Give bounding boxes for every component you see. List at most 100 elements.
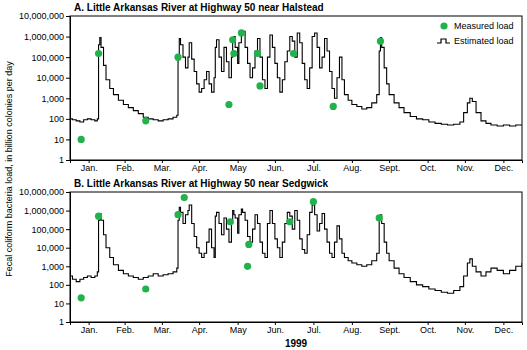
x-tick: Mar. [154, 322, 172, 335]
legend-label: Estimated load [454, 36, 514, 46]
x-tick-label: Mar. [154, 163, 172, 173]
x-tick: Nov. [456, 160, 474, 173]
x-tick-label: Dec. [495, 163, 514, 173]
y-tick-label: 1,000 [41, 94, 64, 104]
y-tick-label: 10,000,000 [19, 187, 64, 197]
y-tick: 10 [54, 135, 70, 145]
x-tick: May [230, 160, 248, 173]
x-tick-label: Mar. [154, 325, 172, 335]
measured-point [254, 50, 261, 57]
measured-point [142, 117, 149, 124]
x-tick: Jul. [307, 322, 321, 335]
measured-point [377, 38, 384, 45]
x-tick-label: Dec. [495, 325, 514, 335]
y-tick-label: 10 [54, 135, 64, 145]
measured-point [310, 198, 317, 205]
plot-area [70, 194, 522, 301]
y-tick-label: 1 [59, 317, 64, 327]
y-tick-mark [66, 211, 70, 212]
y-tick-mark [66, 303, 70, 304]
legend-symbol [437, 39, 450, 43]
x-tick: Sept. [379, 160, 400, 173]
measured-point [78, 136, 85, 143]
y-tick-mark [66, 37, 70, 38]
y-tick-label: 1,000,000 [24, 32, 64, 42]
y-tick-label: 100,000 [31, 53, 64, 63]
x-tick-label: Jan. [81, 163, 98, 173]
measured-point [181, 194, 188, 201]
x-axis: Jan.Feb.Mar.Apr.MayJun.Jul.Aug.Sept.Oct.… [71, 322, 523, 335]
chart-title: A. Little Arkansas River at Highway 50 n… [74, 2, 324, 13]
y-tick-label: 10,000,000 [19, 11, 64, 21]
measured-point [227, 218, 234, 225]
x-tick-label: Jul. [307, 325, 321, 335]
y-tick-mark [66, 78, 70, 79]
x-tick-label: Jul. [307, 163, 321, 173]
x-tick: Apr. [192, 160, 208, 173]
x-tick: Jul. [307, 160, 321, 173]
y-tick-label: 1 [59, 155, 64, 165]
x-tick-label: Aug. [343, 163, 362, 173]
measured-point [230, 50, 237, 57]
legend-symbol [440, 22, 447, 29]
x-tick: Nov. [456, 322, 474, 335]
panel: A. Little Arkansas River at Highway 50 n… [19, 2, 523, 173]
y-tick-label: 1,000 [41, 262, 64, 272]
measured-point [225, 101, 232, 108]
y-tick: 1,000,000 [24, 206, 70, 216]
x-tick-label: Sept. [379, 163, 400, 173]
y-tick: 100,000 [31, 53, 70, 63]
x-tick-label: Jun. [267, 163, 284, 173]
x-tick-label: Oct. [420, 163, 437, 173]
axis-line [71, 161, 523, 164]
y-tick-mark [66, 160, 70, 161]
y-tick-mark [66, 98, 70, 99]
y-tick: 10,000,000 [19, 11, 70, 21]
measured-point [238, 29, 245, 36]
y-tick: 1,000,000 [24, 32, 70, 42]
x-tick: Dec. [495, 160, 514, 173]
y-tick: 100 [49, 280, 70, 290]
y-tick-mark [66, 57, 70, 58]
x-tick: Jan. [81, 160, 98, 173]
x-tick: Feb. [116, 322, 134, 335]
axis-line [71, 323, 523, 326]
x-tick-label: Nov. [456, 163, 474, 173]
legend: Measured loadEstimated load [437, 21, 514, 46]
measured-point [256, 82, 263, 89]
y-tick-mark [66, 266, 70, 267]
x-tick: Dec. [495, 322, 514, 335]
x-tick-label: Apr. [192, 325, 208, 335]
y-tick-label: 100 [49, 114, 64, 124]
y-tick-mark [66, 16, 70, 17]
chart-title: B. Little Arkansas River at Highway 50 n… [74, 178, 329, 189]
measured-point [245, 241, 252, 248]
y-axis: 1 10 100 1,000 10,000 100,000 1,000,000 10,000,… [19, 11, 71, 165]
y-tick-mark [66, 229, 70, 230]
measured-point [286, 218, 293, 225]
x-tick-label: Apr. [192, 163, 208, 173]
x-tick-label: Feb. [116, 325, 134, 335]
measured-point [330, 103, 337, 110]
x-axis-title: 1999 [285, 338, 308, 349]
y-tick-mark [66, 192, 70, 193]
x-tick: Oct. [420, 322, 437, 335]
y-tick-label: 1,000,000 [24, 206, 64, 216]
y-tick-label: 10 [54, 299, 64, 309]
y-tick: 100,000 [31, 225, 70, 235]
measured-point [142, 285, 149, 292]
y-tick-mark [66, 119, 70, 120]
x-tick-label: Oct. [420, 325, 437, 335]
measured-point [244, 263, 251, 270]
y-tick-label: 100,000 [31, 225, 64, 235]
chart-container: A. Little Arkansas River at Highway 50 n… [0, 0, 527, 350]
plot-frame [70, 192, 522, 322]
y-axis-title: Fecal coliform bacteria load, in billion… [4, 61, 14, 277]
y-tick-label: 10,000 [36, 73, 64, 83]
x-tick-label: May [230, 325, 248, 335]
x-axis: Jan.Feb.Mar.Apr.MayJun.Jul.Aug.Sept.Oct.… [71, 160, 523, 173]
measured-point [174, 54, 181, 61]
y-tick: 10,000,000 [19, 187, 70, 197]
plot-frame [70, 16, 522, 160]
x-tick-label: Nov. [456, 325, 474, 335]
